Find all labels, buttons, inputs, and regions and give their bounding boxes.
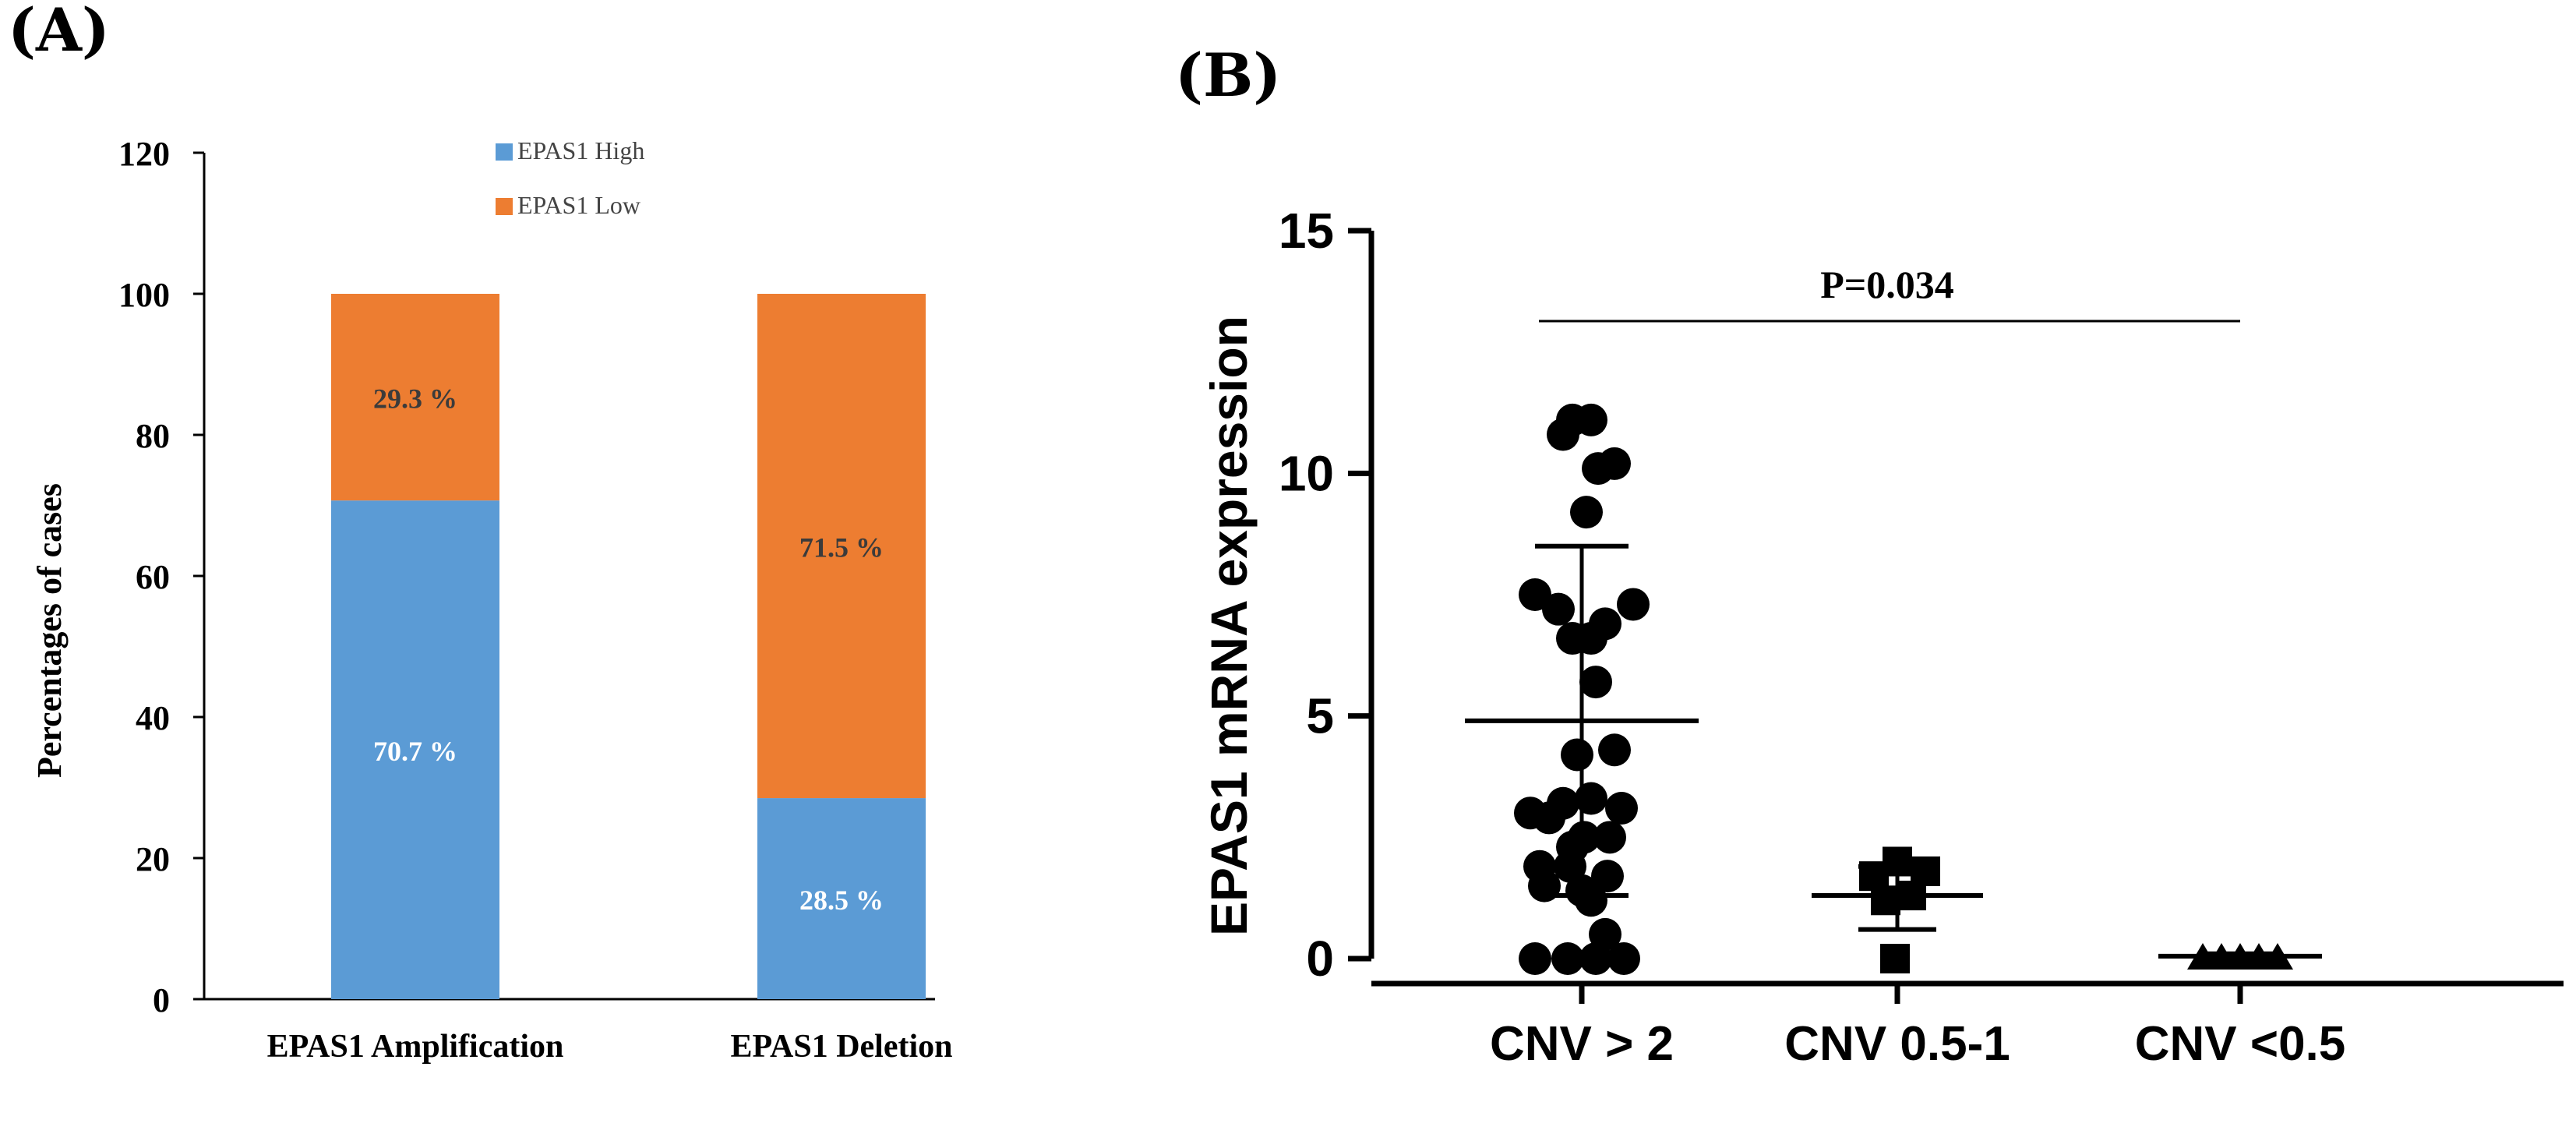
point-cnv-2-3	[1575, 403, 1607, 436]
point-cnv-2-5	[1598, 447, 1631, 480]
point-cnv-2-19	[1605, 791, 1638, 825]
point-cnv-2-10	[1617, 588, 1650, 621]
point-cnv-2-29	[1575, 884, 1607, 917]
panel-b-label: (B)	[1175, 41, 1282, 110]
y-axis-title: Percentages of cases	[30, 483, 69, 778]
y-tick-label: 15	[1279, 203, 1334, 259]
data-label: 70.7 %	[373, 736, 457, 767]
point-cnv-2-13	[1579, 666, 1612, 699]
point-cnv-2-25	[1554, 850, 1586, 883]
chart-a: 0 20 40 60 80 100 120 Percentages of cases 70.7 …	[30, 135, 953, 1065]
y-tick-label: 5	[1306, 688, 1334, 744]
point-cnv-2-7	[1519, 578, 1551, 611]
y-tick-label: 60	[136, 558, 170, 596]
bar-epas1-high-1	[331, 500, 499, 999]
x-tick-label: EPAS1 Amplification	[267, 1029, 564, 1065]
point-cnv-2-14	[1561, 738, 1593, 772]
y-tick-label: 120	[118, 135, 170, 173]
point-cnv-2-20	[1533, 801, 1565, 835]
y-tick-label: 0	[1306, 931, 1334, 987]
p-value-annotation: P=0.034	[1820, 263, 1954, 306]
y-tick-label: 10	[1279, 445, 1334, 501]
legend-label: EPAS1 Low	[517, 191, 640, 219]
point-cnv-2-18	[1575, 782, 1607, 815]
point-cnv-2-34	[1607, 942, 1640, 975]
x-tick-label: CNV > 2	[1490, 1017, 1674, 1071]
y-tick-label: 40	[136, 699, 170, 737]
bar-epas1-low-1	[331, 294, 499, 501]
point-cnv-2-32	[1551, 942, 1584, 975]
point-cnv-2-15	[1598, 733, 1631, 767]
x-tick-label: CNV <0.5	[2135, 1017, 2346, 1071]
legend-swatch-epas1-low	[496, 198, 513, 215]
point-cnv-2-6	[1570, 496, 1603, 529]
point-cnv-2-8	[1542, 592, 1575, 626]
chart-b: 0 5 10 15 EPAS1 mRNA expression CNV > 2 CNV 0.…	[1200, 203, 2564, 1071]
y-tick-label: 80	[136, 417, 170, 455]
data-label: 28.5 %	[799, 885, 884, 916]
legend-label: EPAS1 High	[517, 136, 644, 164]
y-tick-label: 0	[153, 981, 170, 1019]
y-tick-label: 100	[118, 276, 170, 314]
point-cnv-2-22	[1593, 821, 1626, 854]
panel-a-label: (A)	[8, 0, 110, 65]
data-label: 29.3 %	[373, 383, 457, 415]
x-tick-label: CNV 0.5-1	[1784, 1017, 2010, 1071]
bar-epas1-low-2	[757, 294, 926, 799]
legend-swatch-epas1-high	[496, 143, 513, 161]
y-tick-label: 20	[136, 840, 170, 878]
x-tick-label: EPAS1 Deletion	[730, 1029, 952, 1065]
point-cnv-0-5-1-6	[1880, 944, 1910, 973]
point-cnv-2-26	[1591, 860, 1624, 893]
point-cnv-2-12	[1556, 622, 1589, 655]
point-cnv-2-31	[1519, 942, 1551, 975]
point-cnv-2-33	[1579, 942, 1612, 975]
y-axis-title: EPAS1 mRNA expression	[1200, 316, 1258, 936]
bar-epas1-high-2	[757, 798, 926, 999]
data-label: 71.5 %	[799, 532, 884, 563]
